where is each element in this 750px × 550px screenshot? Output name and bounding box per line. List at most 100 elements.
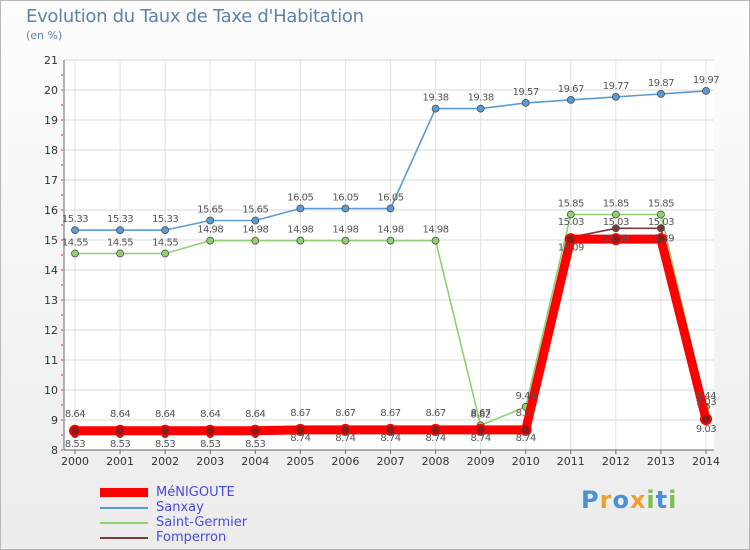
data-point — [476, 104, 485, 113]
y-axis-minor-tick — [61, 134, 63, 136]
data-point — [521, 99, 530, 107]
data-label: 15.33 — [107, 214, 133, 225]
data-label: 9.44 — [516, 391, 536, 402]
data-label: 15.65 — [197, 205, 223, 216]
y-tick-label: 14 — [44, 264, 58, 277]
y-tick-label: 8 — [51, 444, 58, 457]
y-axis-minor-tick — [61, 224, 63, 226]
data-point — [339, 423, 352, 436]
y-axis-minor-tick — [61, 269, 63, 271]
data-label: 8.74 — [290, 433, 310, 444]
y-axis-minor-tick — [61, 389, 63, 391]
y-axis-minor-tick — [61, 254, 63, 256]
data-label: 14.98 — [332, 225, 358, 236]
data-point — [204, 424, 217, 437]
data-point — [566, 96, 575, 104]
y-tick-label: 17 — [44, 174, 58, 187]
x-tick-label: 2007 — [377, 455, 405, 468]
y-axis-minor-tick — [61, 419, 63, 421]
data-point — [654, 233, 667, 246]
data-point — [611, 93, 620, 101]
data-point — [251, 236, 260, 245]
data-label: 8.74 — [516, 433, 536, 444]
data-label: 15.85 — [603, 199, 629, 210]
data-point — [429, 423, 442, 436]
data-label: 8.53 — [110, 439, 130, 450]
data-label: 15.33 — [62, 214, 88, 225]
data-label: 9.03 — [696, 424, 716, 435]
y-axis-minor-tick — [61, 119, 63, 121]
data-label: 15.85 — [558, 199, 584, 210]
data-label: 15.85 — [648, 199, 674, 210]
data-point — [702, 87, 710, 95]
data-label: 19.57 — [513, 87, 539, 98]
y-axis-minor-tick — [61, 89, 63, 91]
y-axis-minor-tick — [61, 449, 63, 451]
data-point — [161, 249, 170, 258]
data-point — [700, 413, 712, 426]
y-axis-minor-tick — [61, 164, 63, 166]
x-tick-label: 2001 — [106, 455, 134, 468]
data-point — [657, 210, 665, 219]
data-point — [564, 233, 577, 246]
data-label: 8.74 — [380, 433, 400, 444]
y-axis-minor-tick — [61, 314, 63, 316]
data-point — [341, 236, 350, 245]
data-label: 8.53 — [200, 439, 220, 450]
data-point — [386, 204, 395, 213]
data-label: 19.38 — [423, 93, 449, 104]
logo-letter: x — [629, 486, 647, 514]
data-label: 15.65 — [242, 205, 268, 216]
data-label: 16.05 — [287, 193, 313, 204]
y-tick-label: 10 — [44, 384, 58, 397]
data-label: 14.55 — [107, 238, 133, 249]
logo-letter: o — [612, 486, 630, 514]
data-label: 8.64 — [155, 409, 175, 420]
data-label: 8.82 — [471, 409, 491, 420]
data-label: 9.03 — [696, 397, 716, 408]
logo-letter: i — [646, 486, 656, 514]
series-sanxay — [71, 87, 710, 235]
data-label: 8.67 — [380, 408, 400, 419]
y-tick-label: 12 — [44, 324, 58, 337]
y-axis-minor-tick — [61, 329, 63, 331]
x-tick-label: 2005 — [286, 455, 314, 468]
x-tick-label: 2003 — [196, 455, 224, 468]
data-label: 19.97 — [693, 75, 719, 86]
y-tick-label: 18 — [44, 144, 58, 157]
legend-item: Saint-Germier — [100, 515, 320, 530]
data-point — [206, 216, 215, 225]
y-axis-minor-tick — [61, 434, 63, 436]
data-point — [116, 249, 124, 258]
legend-swatch — [100, 507, 148, 509]
legend-item: MéNIGOUTE — [100, 485, 320, 500]
data-label: 15.03 — [648, 217, 674, 228]
data-point — [474, 423, 487, 436]
data-point — [566, 210, 575, 219]
y-tick-label: 9 — [51, 414, 58, 427]
data-label: 19.67 — [558, 84, 584, 95]
data-label: 8.74 — [425, 433, 445, 444]
data-point — [341, 204, 350, 213]
data-label: 8.74 — [471, 433, 491, 444]
x-tick-label: 2002 — [151, 455, 179, 468]
data-point — [296, 204, 305, 213]
data-label: 16.05 — [332, 193, 358, 204]
y-tick-label: 13 — [44, 294, 58, 307]
y-axis-minor-tick — [61, 239, 63, 241]
x-tick-label: 2000 — [61, 455, 89, 468]
data-point — [611, 224, 620, 233]
data-point — [657, 90, 665, 98]
data-point — [519, 423, 532, 436]
data-point — [249, 424, 262, 437]
data-label: 9.44 — [696, 391, 716, 402]
data-label: 14.98 — [242, 225, 268, 236]
y-tick-label: 11 — [44, 354, 58, 367]
data-point — [296, 236, 305, 245]
proxiti-logo: Proxiti — [581, 486, 677, 514]
logo-letter: t — [655, 486, 669, 514]
data-label: 8.53 — [245, 439, 265, 450]
data-label: 15.03 — [603, 217, 629, 228]
y-axis-minor-tick — [61, 374, 63, 376]
legend-swatch — [100, 537, 148, 539]
